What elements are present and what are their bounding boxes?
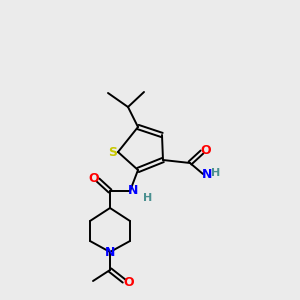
Text: O: O (124, 275, 134, 289)
Text: H: H (143, 193, 153, 203)
Text: N: N (105, 247, 115, 260)
Text: O: O (201, 145, 211, 158)
Text: S: S (109, 146, 118, 160)
Text: N: N (128, 184, 138, 197)
Text: N: N (202, 169, 212, 182)
Text: O: O (89, 172, 99, 184)
Text: H: H (212, 168, 220, 178)
